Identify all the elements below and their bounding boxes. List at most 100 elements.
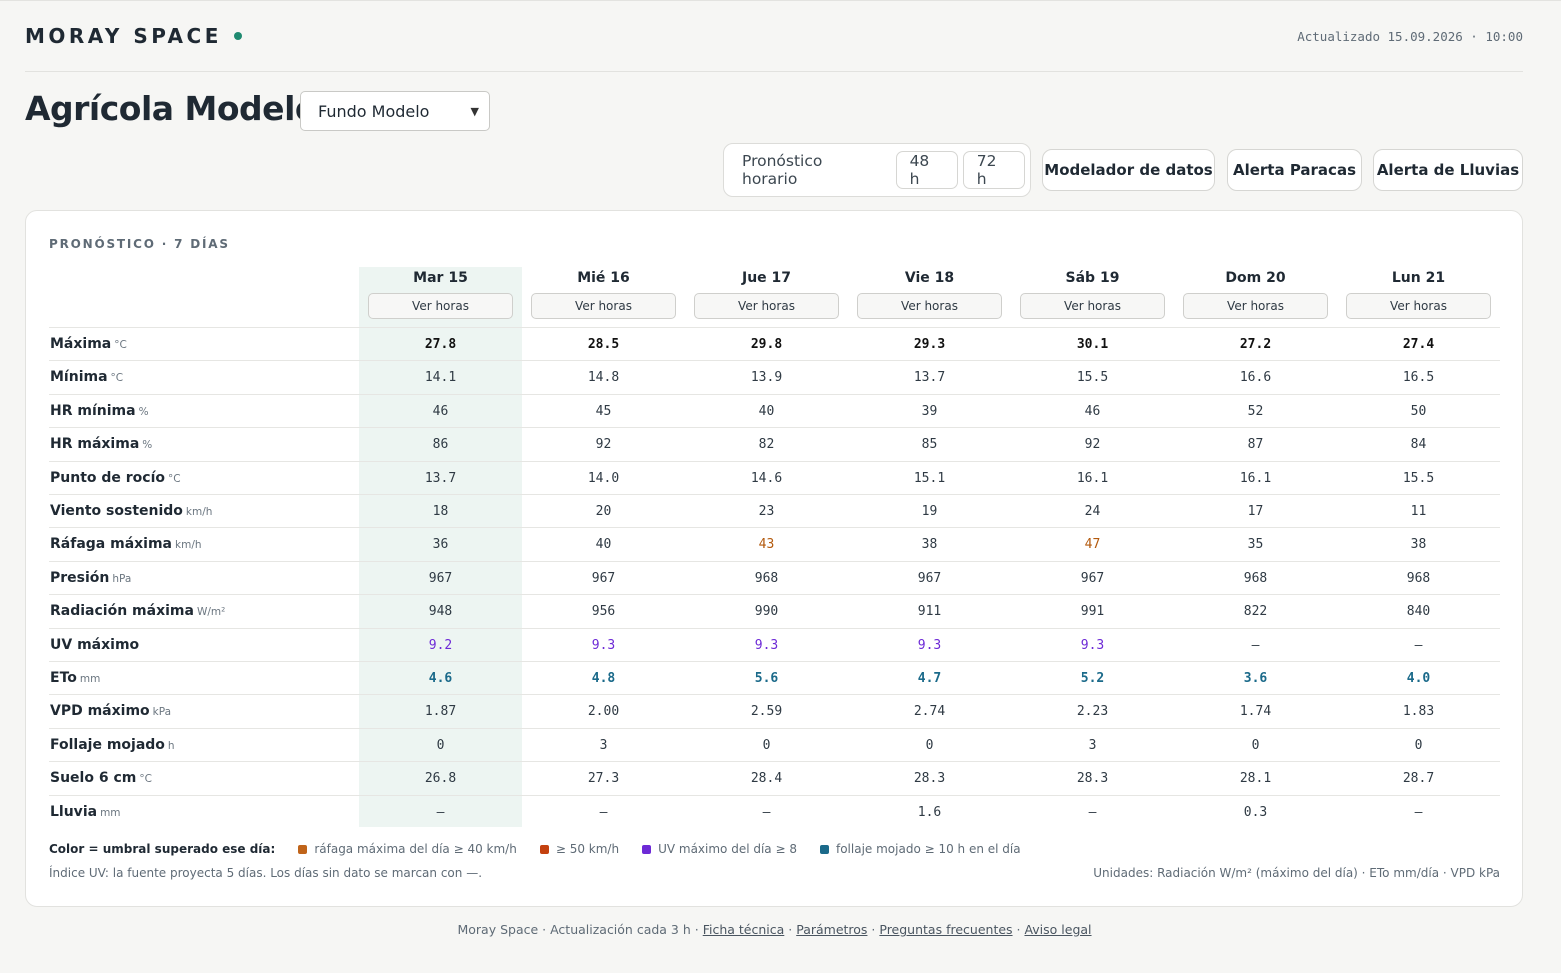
footer-link[interactable]: Aviso legal (1024, 922, 1092, 937)
view-hours-button[interactable]: Ver horas (1020, 293, 1165, 319)
row-unit: km/h (185, 506, 213, 518)
forecast-72h-button[interactable]: 72 h (962, 151, 1025, 189)
table-cell: 52 (1247, 403, 1264, 419)
table-cell: 14.1 (424, 370, 457, 386)
table-cell: 19 (921, 504, 938, 519)
table-row: Presión hPa 967 967 968 967 967 968 968 (49, 560, 1500, 595)
legend-swatch-icon (539, 844, 549, 854)
table-cell: 968 (754, 570, 779, 586)
data-modeler-button[interactable]: Modelador de datos (1042, 149, 1215, 191)
table-cell: 28.3 (913, 771, 946, 787)
view-hours-button[interactable]: Ver horas (857, 293, 1002, 319)
footer-link[interactable]: Parámetros (796, 922, 868, 937)
farm-select[interactable]: Fundo Modelo ▼ (300, 91, 490, 131)
table-cell: 2.59 (750, 704, 783, 720)
row-label-text: UV máximo (50, 636, 140, 653)
row-label: Suelo 6 cm °C (50, 762, 152, 795)
table-cell: 18 (432, 504, 449, 519)
table-row: Punto de rocío °C 13.7 14.0 14.6 15.1 16.1 16.1… (49, 460, 1500, 495)
top-bar: MORAY SPACE Actualizado 15.09.2026 · 10:… (25, 1, 1523, 72)
table-cell: — (762, 804, 771, 820)
table-cell: — (1414, 804, 1423, 820)
table-cell: 990 (754, 604, 779, 620)
table-cell: 9.2 (428, 637, 453, 653)
table-cell: 14.0 (587, 470, 620, 486)
table-cell: 0 (1414, 737, 1423, 753)
table-cell: — (436, 804, 445, 820)
table-cell: 28.7 (1402, 771, 1435, 787)
table-row: Ráfaga máxima km/h 36 40 43 38 47 35 38 (49, 527, 1500, 561)
table-cell: 956 (591, 604, 616, 620)
view-hours-button[interactable]: Ver horas (531, 293, 676, 319)
legend-item-text: UV máximo del día ≥ 8 (658, 842, 797, 856)
updated-timestamp: Actualizado 15.09.2026 · 10:00 (1297, 28, 1523, 44)
view-hours-button[interactable]: Ver horas (1346, 293, 1491, 319)
legend: Color = umbral superado ese día: ráfaga … (49, 842, 1044, 856)
alert-paracas-button[interactable]: Alerta Paracas (1227, 149, 1362, 191)
row-label: UV máximo (50, 629, 139, 662)
table-cell: 16.5 (1402, 370, 1435, 386)
table-cell: 4.7 (917, 671, 942, 686)
table-cell: 16.1 (1239, 470, 1272, 486)
row-label-text: HR mínima (50, 402, 136, 419)
legend-lead: Color = umbral superado ese día: (49, 842, 276, 856)
row-label-text: Follaje mojado (50, 736, 165, 753)
brand-logo[interactable]: MORAY SPACE (25, 24, 242, 48)
table-cell: 1.83 (1402, 704, 1435, 720)
table-cell: — (1251, 637, 1260, 653)
table-cell: 15.1 (913, 470, 946, 486)
row-label-text: Presión (50, 569, 110, 586)
row-unit: % (142, 439, 153, 452)
table-cell: 4.8 (591, 671, 616, 686)
view-hours-button[interactable]: Ver horas (368, 293, 513, 319)
day-name: Vie 18 (904, 270, 955, 286)
table-cell: 14.8 (587, 370, 620, 386)
legend-item: UV máximo del día ≥ 8 (642, 842, 797, 856)
view-hours-button[interactable]: Ver horas (1183, 293, 1328, 319)
alert-rain-button[interactable]: Alerta de Lluvias (1373, 149, 1523, 191)
table-cell: 23 (758, 504, 775, 519)
chevron-down-icon: ▼ (470, 104, 479, 118)
legend-item: ≥ 50 km/h (539, 842, 619, 856)
table-cell: 84 (1410, 437, 1427, 453)
table-cell: 967 (428, 570, 453, 586)
table-cell: 968 (1243, 570, 1268, 586)
forecast-48h-button[interactable]: 48 h (895, 151, 958, 189)
table-cell: 82 (758, 437, 775, 453)
row-unit: °C (110, 372, 124, 385)
row-unit: °C (139, 773, 152, 786)
table-cell: 1.74 (1239, 704, 1272, 720)
view-hours-button[interactable]: Ver horas (694, 293, 839, 319)
row-label: Mínima °C (50, 361, 123, 394)
table-cell: 28.4 (750, 771, 783, 787)
table-row: HR máxima% 86 92 82 85 92 87 84 (49, 427, 1500, 461)
row-label: HR máxima% (50, 428, 152, 461)
table-cell: 30.1 (1076, 337, 1109, 352)
table-cell: 28.1 (1239, 771, 1272, 787)
table-row: Follaje mojado h 0 3 0 0 3 0 0 (49, 727, 1500, 762)
footer-link[interactable]: Ficha técnica (702, 922, 785, 937)
day-name: Sáb 19 (1065, 270, 1120, 286)
table-cell: 822 (1243, 604, 1268, 620)
status-dot-icon (233, 32, 242, 40)
row-label-text: HR máxima (50, 436, 140, 453)
table-cell: — (1088, 804, 1097, 820)
table-cell: 16.6 (1239, 370, 1272, 386)
row-label: Máxima °C (50, 328, 127, 361)
table-row: Radiación máxima W/m² 948 956 990 911 991 822 84… (49, 594, 1500, 628)
table-cell: 1.6 (917, 804, 942, 820)
row-label-text: ETo (50, 670, 77, 686)
table-cell: 3.6 (1243, 671, 1268, 686)
table-cell: 92 (595, 437, 612, 453)
footer-link[interactable]: Preguntas frecuentes (879, 922, 1013, 937)
row-label: Lluvia mm (50, 796, 121, 829)
day-column-header: Dom 20 Ver horas (1174, 267, 1337, 319)
row-label: Ráfaga máxima km/h (50, 528, 202, 561)
table-cell: 4.0 (1406, 671, 1431, 686)
table-cell: 38 (921, 537, 938, 553)
row-label-text: Radiación máxima (50, 603, 194, 620)
row-unit: mm (100, 806, 121, 819)
row-unit: W/m² (196, 606, 226, 619)
table-cell: 13.7 (913, 370, 946, 386)
day-column-header: Jue 17 Ver horas (685, 267, 848, 319)
